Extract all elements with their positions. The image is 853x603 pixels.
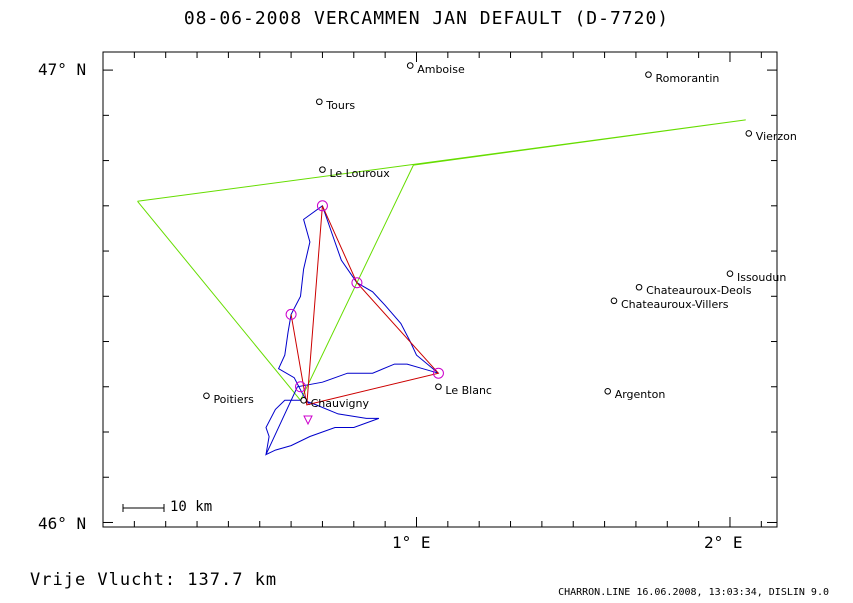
turnpoint-circle xyxy=(351,277,363,289)
turnpoint-circle xyxy=(432,367,444,379)
lat-label-47: 47° N xyxy=(38,60,87,79)
place-marker xyxy=(300,397,307,404)
turnpoint-markers xyxy=(285,200,444,393)
lon-label-2e: 2° E xyxy=(704,533,743,552)
place-marker xyxy=(203,392,210,400)
place-label: Le Louroux xyxy=(329,166,390,180)
scale-bar xyxy=(122,504,165,512)
flight-track xyxy=(264,205,439,456)
place-label: Poitiers xyxy=(213,392,254,406)
lon-label-1e: 1° E xyxy=(392,533,431,552)
place-marker xyxy=(635,283,643,291)
place-label: Tours xyxy=(326,98,356,112)
map-frame xyxy=(102,51,778,528)
task-route xyxy=(290,205,440,406)
lat-label-46: 46° N xyxy=(38,514,87,533)
place-marker xyxy=(316,98,323,106)
turnpoint-circle xyxy=(285,308,297,320)
place-marker xyxy=(319,166,326,173)
axis-ticks xyxy=(103,52,777,527)
start-marker xyxy=(303,415,313,426)
place-marker xyxy=(745,130,753,137)
sector-lines xyxy=(137,119,746,402)
place-label: Chateauroux-Villers xyxy=(620,297,729,311)
place-label: Issoudun xyxy=(736,270,787,284)
place-label: Le Blanc xyxy=(445,383,492,397)
turnpoint-circle xyxy=(294,381,306,393)
place-marker xyxy=(406,62,414,69)
scale-bar-label: 10 km xyxy=(170,499,213,515)
place-label: Argenton xyxy=(614,388,666,402)
place-marker xyxy=(726,270,734,277)
place-label: Vierzon xyxy=(755,130,797,144)
place-marker xyxy=(604,387,612,395)
turnpoint-circle xyxy=(316,200,328,212)
place-label: Chateauroux-Deols xyxy=(646,284,752,298)
place-label: Chauvigny xyxy=(310,397,370,411)
free-flight-distance: Vrije Vlucht: 137.7 km xyxy=(30,570,278,590)
place-markers xyxy=(203,62,753,404)
map-title: 08-06-2008 VERCAMMEN JAN DEFAULT (D-7720… xyxy=(183,8,670,29)
place-label: Amboise xyxy=(417,62,465,76)
place-marker xyxy=(645,71,652,78)
place-marker xyxy=(435,383,442,391)
file-info: CHARRON.LINE 16.06.2008, 13:03:34, DISLI… xyxy=(558,587,829,598)
place-label: Romorantin xyxy=(655,71,720,85)
place-marker xyxy=(610,297,618,305)
